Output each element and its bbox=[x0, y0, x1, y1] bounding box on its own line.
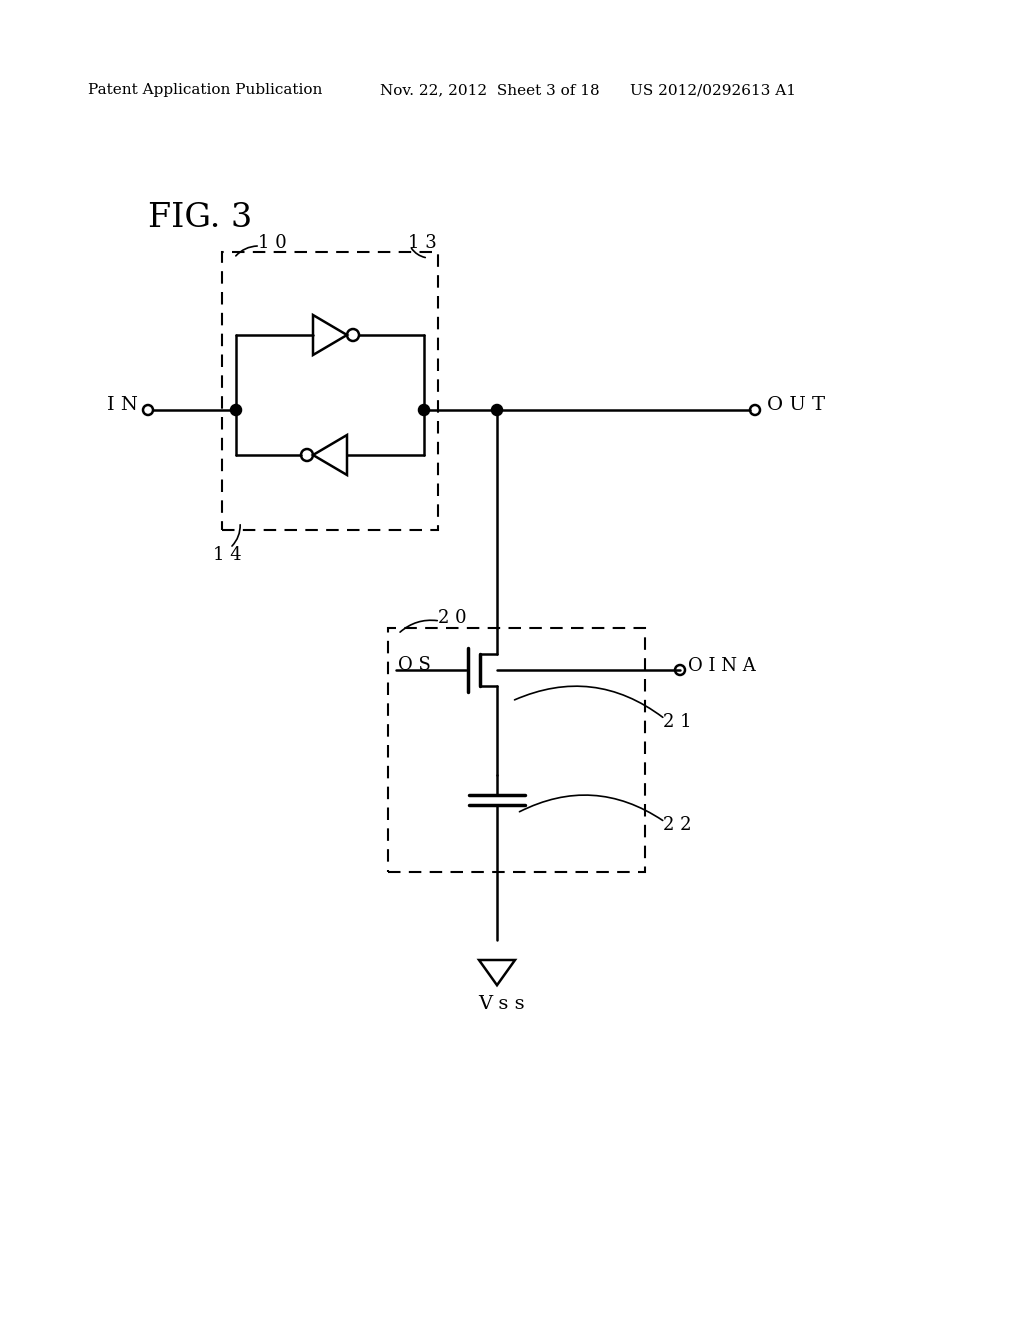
Text: Nov. 22, 2012  Sheet 3 of 18: Nov. 22, 2012 Sheet 3 of 18 bbox=[380, 83, 600, 96]
Text: FIG. 3: FIG. 3 bbox=[148, 202, 252, 234]
Circle shape bbox=[419, 405, 429, 414]
Bar bbox=[388, 628, 645, 873]
Text: O I N A: O I N A bbox=[688, 657, 756, 675]
Circle shape bbox=[492, 405, 502, 414]
Text: O U T: O U T bbox=[767, 396, 825, 414]
Text: O S: O S bbox=[398, 656, 431, 675]
Text: 2 0: 2 0 bbox=[438, 609, 467, 627]
Text: 2 1: 2 1 bbox=[663, 713, 691, 731]
Text: 1 3: 1 3 bbox=[408, 234, 437, 252]
Text: 2 2: 2 2 bbox=[663, 816, 691, 834]
Text: Patent Application Publication: Patent Application Publication bbox=[88, 83, 323, 96]
Bar bbox=[222, 252, 438, 531]
Circle shape bbox=[231, 405, 241, 414]
Text: US 2012/0292613 A1: US 2012/0292613 A1 bbox=[630, 83, 796, 96]
Text: V s s: V s s bbox=[478, 995, 525, 1012]
Text: I N: I N bbox=[108, 396, 138, 414]
Text: 1 4: 1 4 bbox=[213, 546, 242, 564]
Text: 1 0: 1 0 bbox=[258, 234, 287, 252]
